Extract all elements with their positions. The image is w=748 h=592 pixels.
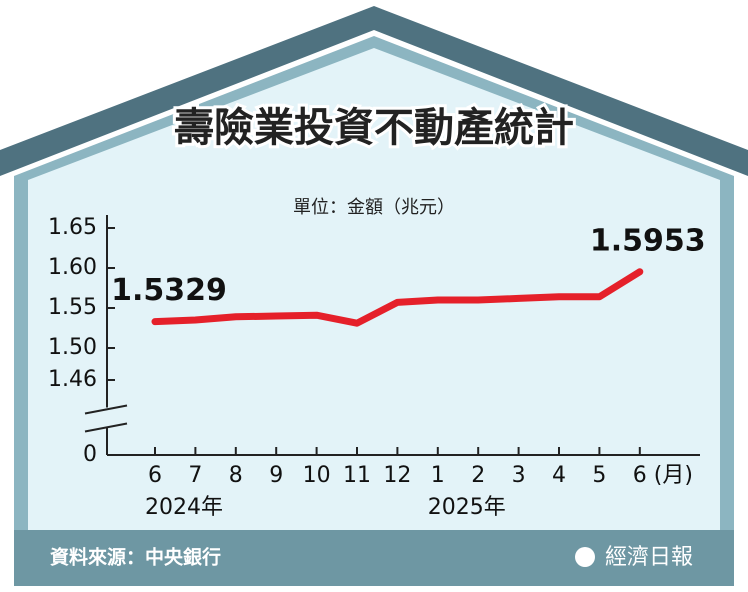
x-tick-label: 11 <box>343 463 371 488</box>
y-tick-label: 1.55 <box>48 295 97 320</box>
x-tick-label: 3 <box>512 463 526 488</box>
x-group-label: 2025年 <box>428 495 506 520</box>
axis-break-gap <box>104 407 110 428</box>
value-label: 1.5329 <box>111 273 227 308</box>
x-tick-label: 2 <box>471 463 485 488</box>
publisher: 經濟日報 <box>605 545 693 570</box>
value-label: 1.5953 <box>590 223 706 258</box>
y-tick-label: 1.65 <box>48 215 97 240</box>
x-tick-label: 7 <box>188 463 202 488</box>
x-group-label: 2024年 <box>145 495 223 520</box>
x-tick-label: 12 <box>383 463 411 488</box>
x-tick-label: 10 <box>303 463 331 488</box>
x-tick-label: 4 <box>552 463 566 488</box>
title: 壽險業投資不動產統計 <box>174 105 574 151</box>
axis-break-mark <box>84 404 128 415</box>
footer-band <box>14 530 734 586</box>
axis-break-mark <box>84 422 128 433</box>
source: 資料來源：中央銀行 <box>50 546 221 569</box>
x-tick-label: 6 <box>633 463 647 488</box>
house-body <box>28 48 720 530</box>
x-tick-label: 8 <box>229 463 243 488</box>
x-tick-label: 9 <box>269 463 283 488</box>
x-tick-label: 1 <box>431 463 445 488</box>
y-tick-label: 1.50 <box>48 335 97 360</box>
publisher-logo <box>575 547 595 567</box>
unit-label: 單位：金額（兆元） <box>293 197 455 218</box>
plot: 01.461.501.551.601.656 7 8 9 10 11 12 1 2 3 4 5 6 (月)… <box>48 215 706 520</box>
y-tick-label: 1.46 <box>48 367 97 392</box>
x-tick-label: 5 <box>592 463 606 488</box>
y-tick-label: 0 <box>83 442 97 467</box>
y-tick-label: 1.60 <box>48 255 97 280</box>
line-series <box>151 268 644 327</box>
x-unit: (月) <box>654 463 693 488</box>
x-tick-label: 6 <box>148 463 162 488</box>
